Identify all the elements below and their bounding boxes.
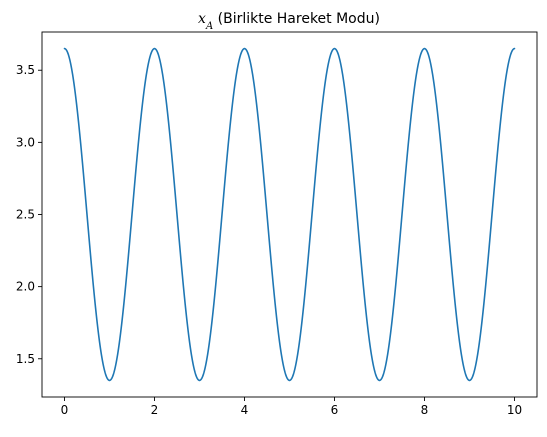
axes-frame [42, 32, 537, 397]
y-tick-label: 3.5 [16, 63, 35, 77]
y-tick-label: 2.5 [16, 208, 35, 222]
x-tick-label: 4 [241, 403, 249, 417]
series-line-0 [65, 49, 515, 381]
chart-title: xA (Birlikte Hareket Modu) [198, 11, 380, 32]
y-tick-label: 3.0 [16, 135, 35, 149]
x-tick-label: 2 [151, 403, 159, 417]
x-tick-label: 0 [61, 403, 69, 417]
x-tick-label: 10 [507, 403, 522, 417]
x-tick-label: 6 [331, 403, 339, 417]
plot-area: 0 2 4 6 8 10 1.5 2.0 2.5 3.0 3.5 [16, 32, 537, 417]
title-subscript: A [205, 21, 213, 32]
y-tick-label: 2.0 [16, 280, 35, 294]
title-text: (Birlikte Hareket Modu) [213, 11, 380, 27]
title-symbol: x [198, 11, 206, 27]
y-tick-label: 1.5 [16, 352, 35, 366]
x-tick-label: 8 [421, 403, 429, 417]
